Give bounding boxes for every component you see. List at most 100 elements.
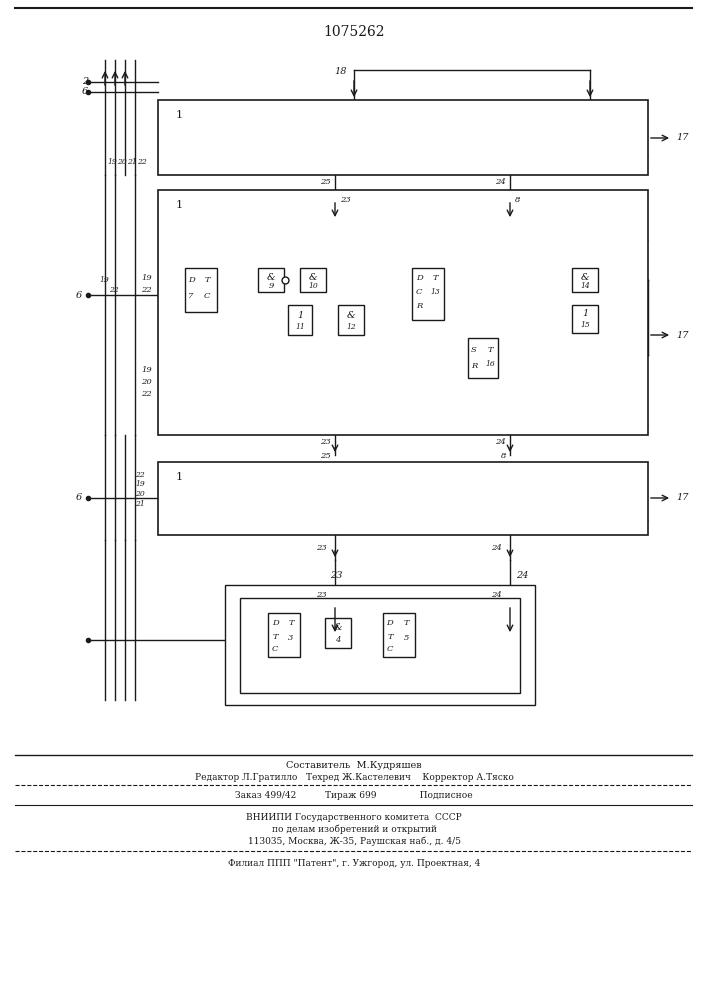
- Text: 24: 24: [516, 570, 529, 580]
- Text: 3: 3: [288, 634, 293, 642]
- Bar: [258, 268, 284, 292]
- Text: 19: 19: [135, 480, 145, 488]
- Text: 9: 9: [269, 282, 274, 290]
- Text: 12: 12: [346, 323, 356, 331]
- Text: 7: 7: [188, 292, 194, 300]
- Text: &: &: [267, 272, 275, 282]
- Text: 19: 19: [99, 276, 109, 284]
- Text: 113035, Москва, Ж-35, Раушская наб., д. 4/5: 113035, Москва, Ж-35, Раушская наб., д. …: [247, 836, 460, 846]
- Text: C: C: [416, 288, 422, 296]
- Text: 24: 24: [491, 544, 502, 552]
- Text: 1: 1: [176, 110, 183, 120]
- Text: 22: 22: [141, 286, 152, 294]
- Text: 13: 13: [430, 288, 440, 296]
- Bar: [300, 268, 326, 292]
- Bar: [158, 462, 648, 535]
- Bar: [268, 613, 300, 657]
- Text: 1075262: 1075262: [323, 25, 385, 39]
- Text: 18: 18: [334, 68, 347, 77]
- Text: по делам изобретений и открытий: по делам изобретений и открытий: [271, 824, 436, 834]
- Text: 24: 24: [491, 591, 502, 599]
- Text: R: R: [471, 362, 477, 370]
- Text: Редактор Л.Гратилло   Техред Ж.Кастелевич    Корректор А.Тяско: Редактор Л.Гратилло Техред Ж.Кастелевич …: [194, 772, 513, 782]
- Text: 23: 23: [340, 196, 351, 204]
- Text: 20: 20: [117, 158, 127, 166]
- Text: 20: 20: [135, 490, 145, 498]
- Text: 17: 17: [676, 330, 689, 340]
- Text: Заказ 499/42          Тираж 699               Подписное: Заказ 499/42 Тираж 699 Подписное: [235, 790, 473, 800]
- Bar: [468, 338, 498, 378]
- Text: &: &: [334, 624, 342, 633]
- Text: S: S: [471, 346, 477, 354]
- Text: T: T: [387, 633, 393, 641]
- Text: C: C: [204, 292, 210, 300]
- Text: 2: 2: [82, 78, 88, 87]
- Text: T: T: [272, 633, 278, 641]
- Text: 23: 23: [316, 544, 327, 552]
- Text: Составитель  М.Кудряшев: Составитель М.Кудряшев: [286, 760, 422, 770]
- Text: D: D: [416, 274, 422, 282]
- Text: 25: 25: [320, 452, 331, 460]
- Text: T: T: [204, 276, 210, 284]
- Text: R: R: [416, 302, 422, 310]
- Text: 20: 20: [141, 378, 152, 386]
- Text: 6: 6: [76, 290, 82, 300]
- Text: 10: 10: [308, 282, 318, 290]
- Text: T: T: [432, 274, 438, 282]
- Text: D: D: [271, 619, 279, 627]
- Text: Филиал ППП "Патент", г. Ужгород, ул. Проектная, 4: Филиал ППП "Патент", г. Ужгород, ул. Про…: [228, 858, 480, 867]
- Text: T: T: [487, 346, 493, 354]
- Text: 19: 19: [141, 274, 152, 282]
- Text: 5: 5: [403, 634, 409, 642]
- Bar: [288, 305, 312, 335]
- Text: T: T: [403, 619, 409, 627]
- Bar: [572, 305, 598, 333]
- Text: D: D: [187, 276, 194, 284]
- Text: &: &: [309, 272, 317, 282]
- Text: 21: 21: [135, 500, 145, 508]
- Bar: [325, 618, 351, 648]
- Text: 4: 4: [335, 636, 341, 644]
- Text: 1: 1: [176, 200, 183, 210]
- Text: 23: 23: [320, 438, 331, 446]
- Text: 15: 15: [580, 321, 590, 329]
- Text: 22: 22: [135, 471, 145, 479]
- Text: &: &: [346, 310, 356, 320]
- Text: 11: 11: [295, 323, 305, 331]
- Bar: [240, 598, 520, 693]
- Text: 19: 19: [141, 366, 152, 374]
- Bar: [185, 268, 217, 312]
- Text: 8: 8: [501, 452, 506, 460]
- Bar: [572, 268, 598, 292]
- Text: 19: 19: [107, 158, 117, 166]
- Text: 17: 17: [676, 133, 689, 142]
- Text: 24: 24: [495, 438, 506, 446]
- Text: 1: 1: [176, 472, 183, 482]
- Text: 6: 6: [82, 88, 88, 97]
- Bar: [225, 585, 535, 705]
- Text: 23: 23: [330, 570, 342, 580]
- Text: 22: 22: [109, 286, 119, 294]
- Text: 21: 21: [127, 158, 136, 166]
- Text: &: &: [580, 272, 590, 282]
- Text: 1: 1: [582, 310, 588, 318]
- Text: 6: 6: [76, 493, 82, 502]
- Text: 22: 22: [141, 390, 152, 398]
- Text: 23: 23: [316, 591, 327, 599]
- Text: 14: 14: [580, 282, 590, 290]
- Text: C: C: [271, 645, 278, 653]
- Text: T: T: [288, 619, 294, 627]
- Text: ВНИИПИ Государственного комитета  СССР: ВНИИПИ Государственного комитета СССР: [246, 812, 462, 822]
- Text: 1: 1: [297, 310, 303, 320]
- Text: C: C: [387, 645, 393, 653]
- Bar: [158, 100, 648, 175]
- Text: 16: 16: [485, 360, 495, 368]
- Text: 22: 22: [137, 158, 147, 166]
- Text: 17: 17: [676, 493, 689, 502]
- Text: 24: 24: [495, 178, 506, 186]
- Bar: [412, 268, 444, 320]
- Text: D: D: [387, 619, 393, 627]
- Bar: [383, 613, 415, 657]
- Text: 8: 8: [515, 196, 520, 204]
- Bar: [338, 305, 364, 335]
